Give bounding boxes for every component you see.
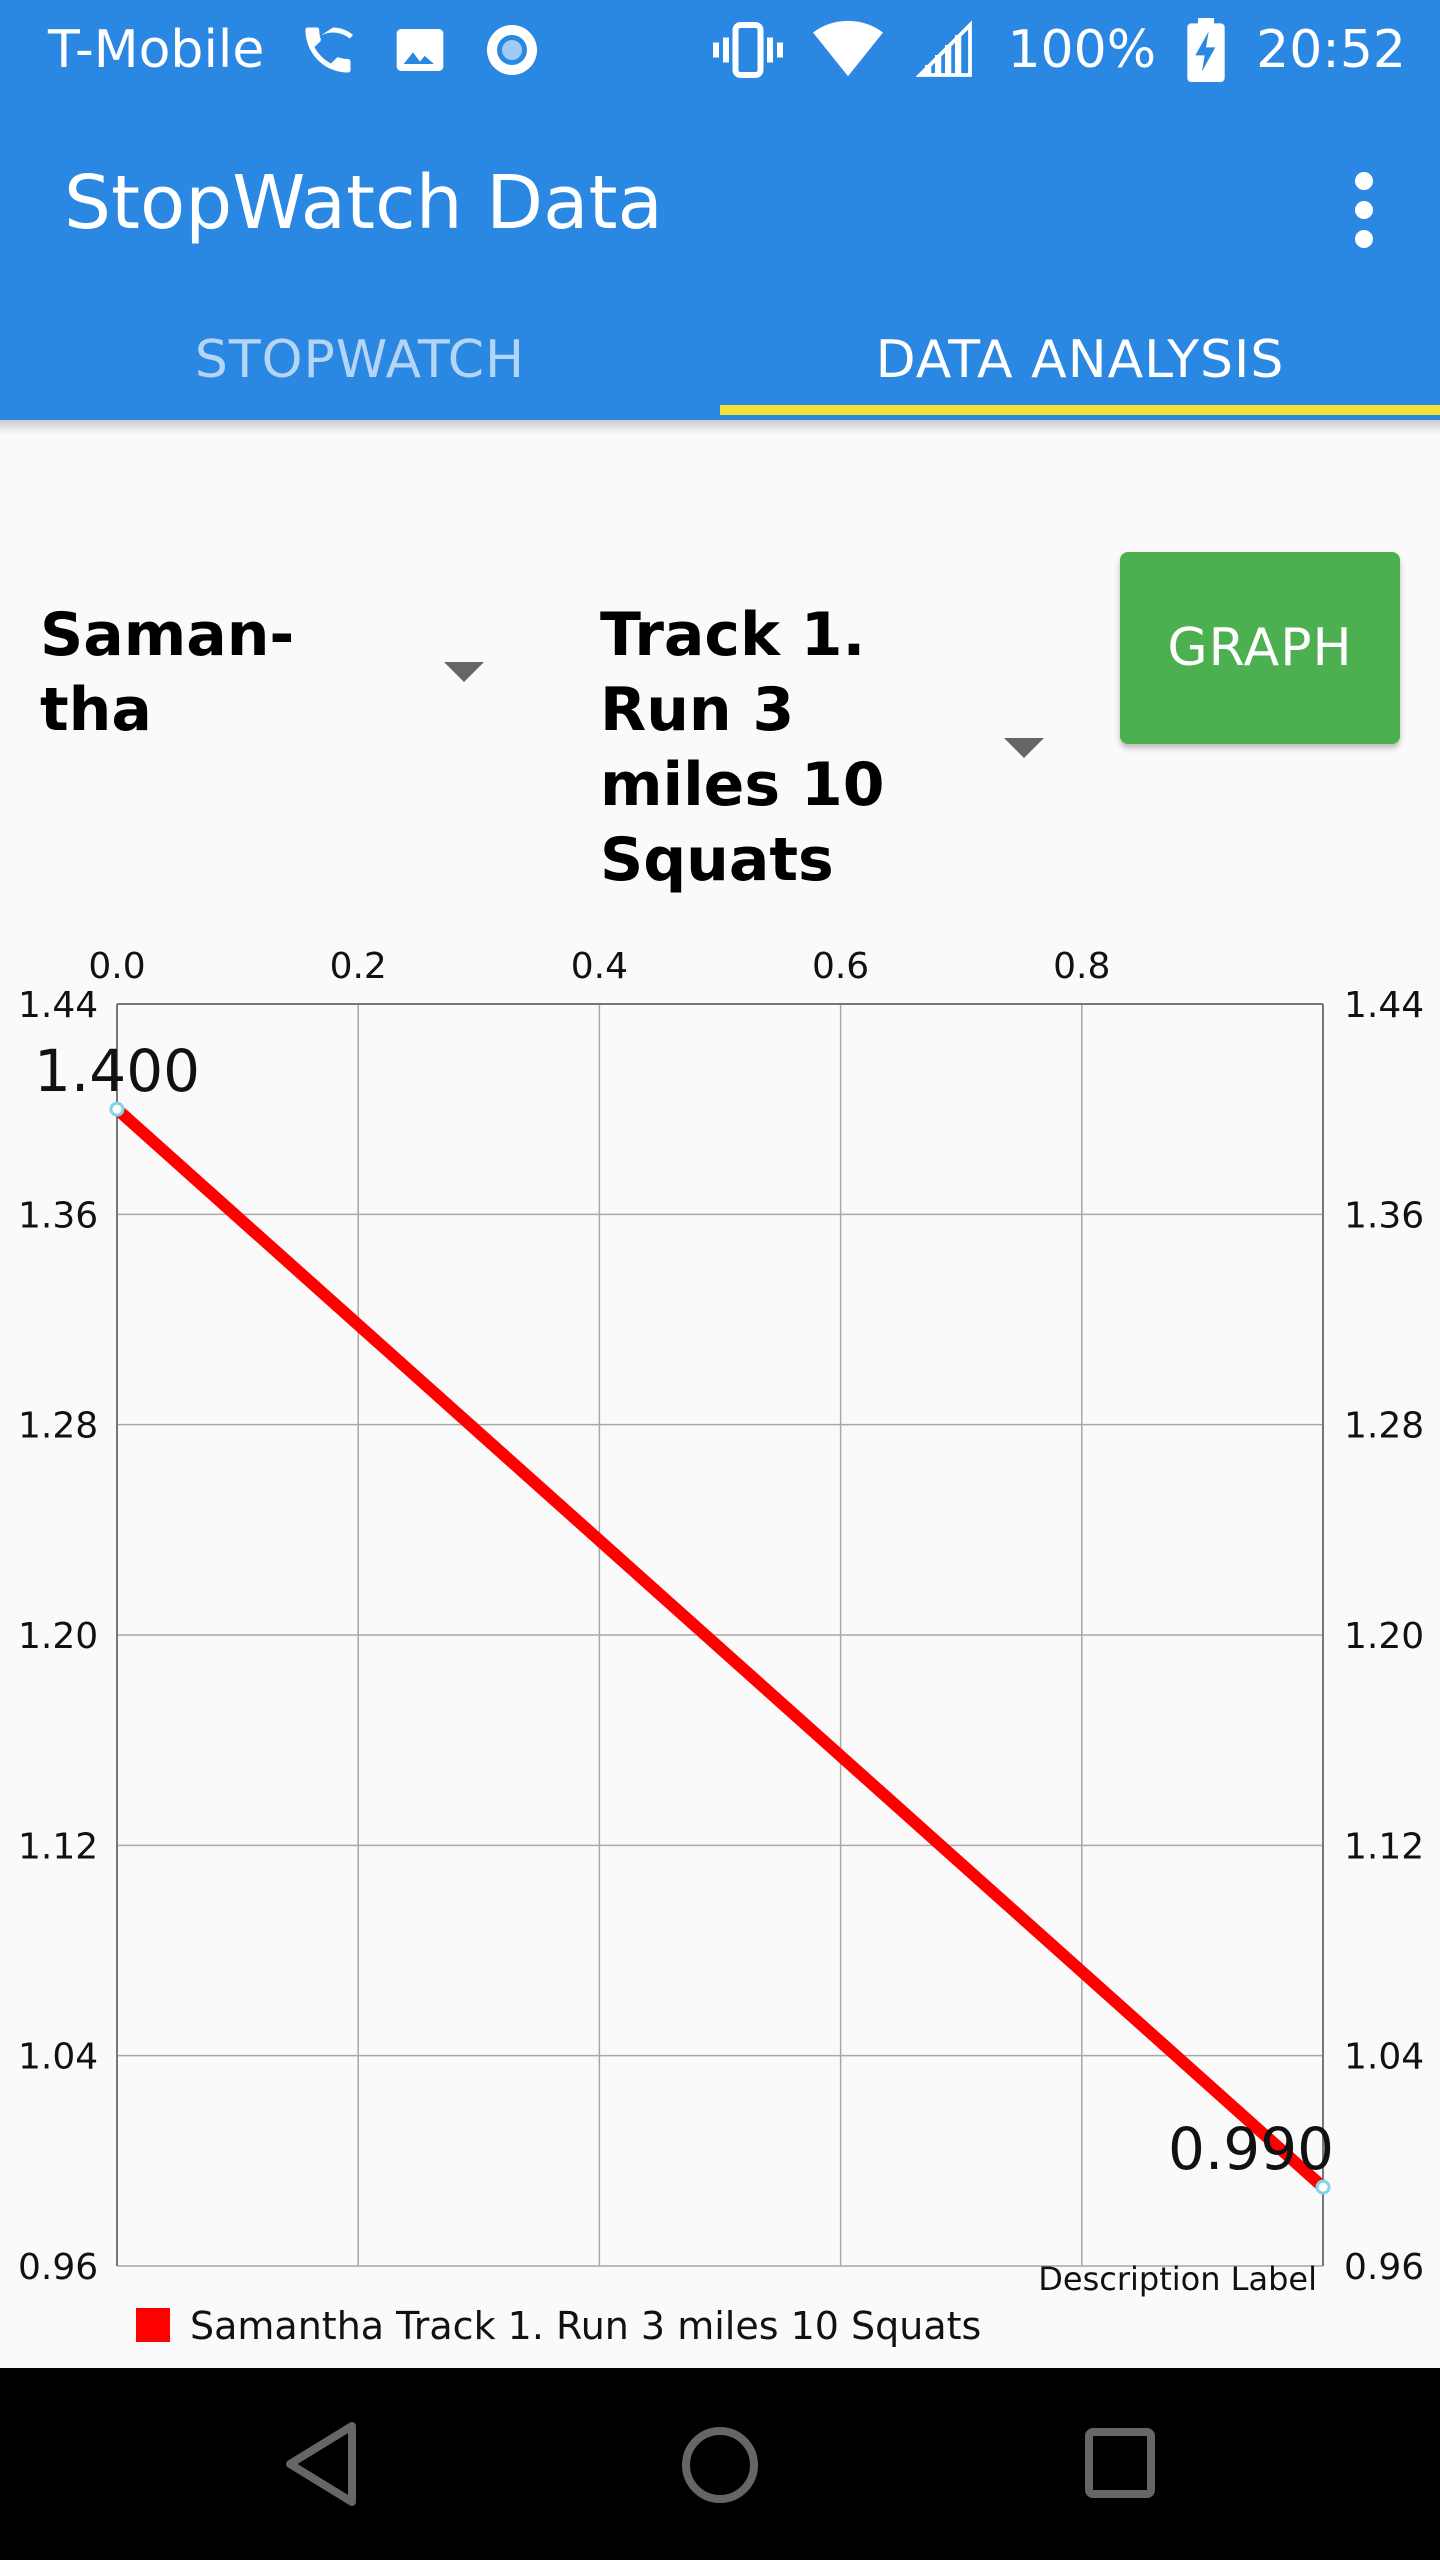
track-select-line: miles 10 <box>600 750 885 820</box>
tab-indicator <box>720 405 1440 415</box>
tab-data-analysis[interactable]: DATA ANALYSIS <box>875 330 1285 390</box>
tab-bar: STOPWATCH DATA ANALYSIS <box>0 300 1440 420</box>
y-tick-label-left: 1.20 <box>18 1616 98 1657</box>
track-select[interactable]: Track 1. Run 3 miles 10 Squats <box>600 598 1060 908</box>
carrier-name: T-Mobile <box>48 20 265 80</box>
status-left: T-Mobile <box>48 18 542 82</box>
app-bar: StopWatch Data STOPWATCH DATA ANALYSIS <box>0 100 1440 420</box>
x-tick-label: 0.2 <box>330 946 387 987</box>
chart-description: Description Label <box>1038 2260 1317 2298</box>
clock: 20:52 <box>1256 20 1406 80</box>
status-right: 100% 20:52 <box>713 18 1406 82</box>
more-vert-icon[interactable] <box>1344 172 1384 248</box>
chevron-down-icon <box>1004 738 1044 758</box>
line-chart: 0.0 0.2 0.4 0.6 0.8 1.44 1.44 1.36 1.36 1.28 1.28 1… <box>18 946 1424 2348</box>
back-icon[interactable] <box>282 2420 358 2508</box>
recents-icon[interactable] <box>1084 2427 1156 2499</box>
x-tick-label: 0.6 <box>812 946 869 987</box>
home-icon[interactable] <box>680 2425 760 2505</box>
y-tick-label-left: 1.12 <box>18 1826 98 1867</box>
status-bar: T-Mobile <box>0 0 1440 100</box>
track-select-line: Squats <box>600 825 834 895</box>
x-tick-label: 0.8 <box>1053 946 1110 987</box>
y-tick-label-left: 1.28 <box>18 1406 98 1447</box>
y-tick-label-right: 1.28 <box>1344 1406 1424 1447</box>
app-bar-shadow <box>0 420 1440 434</box>
y-tick-label-right: 1.20 <box>1344 1616 1424 1657</box>
person-select-line: tha <box>40 675 152 745</box>
wifi-calling-icon <box>305 27 354 73</box>
y-tick-label-right: 1.04 <box>1344 2037 1424 2078</box>
series-line <box>111 1103 1329 2194</box>
legend-label: Samantha Track 1. Run 3 miles 10 Squats <box>190 2304 981 2348</box>
person-select[interactable]: Saman- tha <box>40 598 500 758</box>
data-point <box>109 1101 125 1117</box>
y-tick-label-left: 1.04 <box>18 2037 98 2078</box>
y-tick-label-left: 1.36 <box>18 1195 98 1236</box>
y-tick-label-left: 1.44 <box>18 985 98 1026</box>
data-point <box>1315 2179 1331 2195</box>
y-tick-label-right: 1.44 <box>1344 985 1424 1026</box>
wifi-icon <box>813 20 884 77</box>
battery-charging-icon <box>1187 18 1225 82</box>
tab-stopwatch[interactable]: STOPWATCH <box>194 330 526 390</box>
image-icon <box>396 29 444 71</box>
chevron-down-icon <box>444 662 484 682</box>
data-label: 0.990 <box>1168 2115 1334 2183</box>
vibrate-icon <box>713 22 784 78</box>
track-select-line: Run 3 <box>600 675 795 745</box>
legend-swatch <box>136 2308 170 2342</box>
y-tick-label-right: 0.96 <box>1344 2247 1424 2288</box>
record-icon <box>487 25 538 75</box>
person-select-value: Saman- tha <box>40 598 294 748</box>
app-title: StopWatch Data <box>64 160 663 246</box>
battery-percentage: 100% <box>1007 20 1157 80</box>
y-tick-label-right: 1.36 <box>1344 1195 1424 1236</box>
track-select-line: Track 1. <box>600 600 866 670</box>
navigation-bar <box>0 2368 1440 2560</box>
x-tick-label: 0.4 <box>571 946 628 987</box>
graph-button[interactable]: GRAPH <box>1120 552 1400 744</box>
data-label: 1.400 <box>34 1037 200 1105</box>
y-tick-label-right: 1.12 <box>1344 1826 1424 1867</box>
track-select-value: Track 1. Run 3 miles 10 Squats <box>600 598 884 898</box>
person-select-line: Saman- <box>40 600 295 670</box>
x-tick-label: 0.0 <box>88 946 145 987</box>
signal-icon <box>915 20 973 77</box>
y-tick-label-left: 0.96 <box>18 2247 98 2288</box>
